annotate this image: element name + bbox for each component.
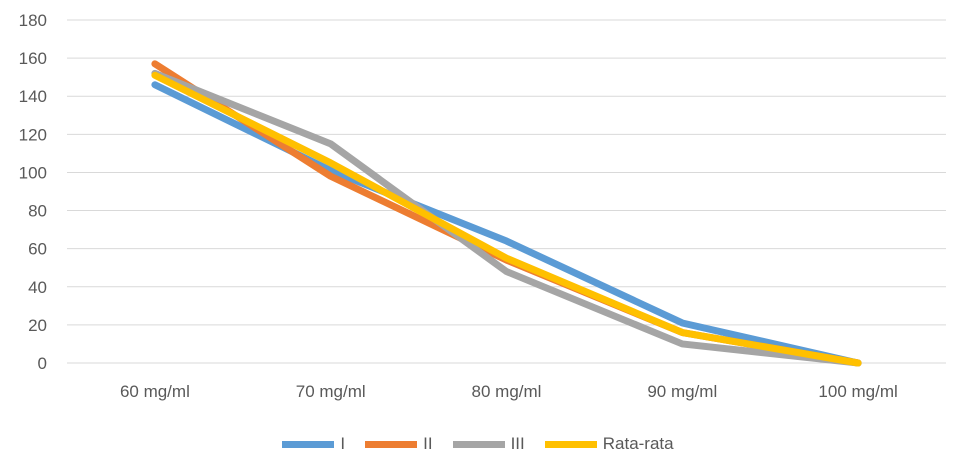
y-tick-label: 40 — [28, 278, 47, 297]
legend-item: I — [282, 434, 345, 454]
legend: I II III Rata-rata — [0, 434, 956, 454]
y-tick-label: 80 — [28, 202, 47, 221]
x-tick-label: 100 mg/ml — [818, 382, 897, 401]
series-line-1 — [151, 60, 862, 367]
legend-item: II — [365, 434, 433, 454]
x-tick-label: 80 mg/ml — [472, 382, 542, 401]
x-tick-label: 70 mg/ml — [296, 382, 366, 401]
y-axis-ticks: 0 20 40 60 80 100 120 140 160 180 — [19, 11, 47, 373]
legend-label: I — [340, 434, 346, 453]
y-tick-label: 100 — [19, 163, 47, 182]
legend-label: Rata-rata — [602, 434, 674, 453]
y-tick-label: 20 — [28, 316, 47, 335]
legend-label: III — [510, 434, 525, 453]
y-tick-label: 140 — [19, 87, 47, 106]
y-tick-label: 120 — [19, 125, 47, 144]
legend-item: Rata-rata — [544, 434, 674, 454]
legend-swatch — [452, 440, 505, 448]
legend-swatch — [282, 440, 335, 448]
legend-swatch — [365, 440, 418, 448]
series-line-3 — [151, 71, 862, 367]
line-chart: 0 20 40 60 80 100 120 140 160 180 60 mg/ml 70 mg/m… — [19, 11, 946, 401]
y-tick-label: 60 — [28, 240, 47, 259]
y-tick-label: 180 — [19, 11, 47, 30]
x-tick-label: 60 mg/ml — [120, 382, 190, 401]
legend-swatch — [544, 440, 597, 448]
x-tick-label: 90 mg/ml — [647, 382, 717, 401]
series-line-2 — [151, 69, 862, 367]
y-tick-label: 0 — [38, 354, 47, 373]
gridlines — [67, 19, 946, 364]
series-lines — [151, 60, 862, 367]
x-axis-ticks: 60 mg/ml 70 mg/ml 80 mg/ml 90 mg/ml 100 mg/m… — [120, 382, 898, 401]
y-tick-label: 160 — [19, 49, 47, 68]
legend-item: III — [452, 434, 525, 454]
legend-label: II — [423, 434, 433, 453]
